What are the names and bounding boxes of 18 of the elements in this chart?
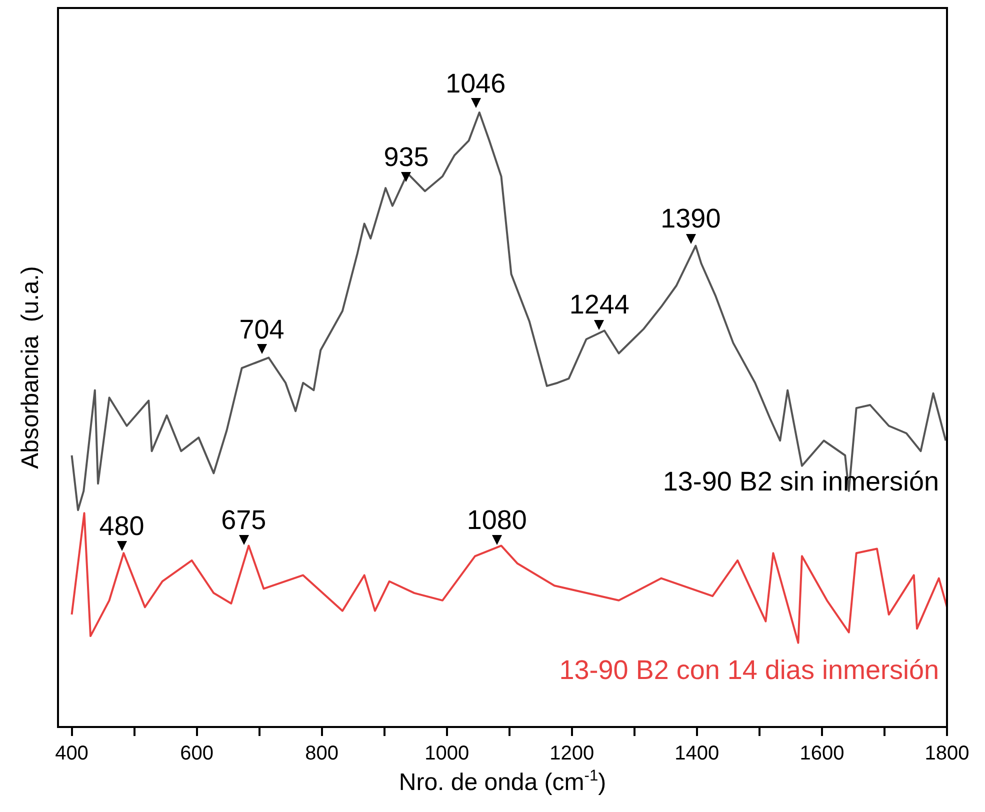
y-axis-title: Absorbancia (u.a.) [17,266,44,469]
annotation: 675 [221,504,266,535]
x-tick-label: 1000 [424,742,470,765]
x-tick-label: 1400 [674,742,720,765]
x-tick-label: 400 [55,742,88,765]
annotation: 1244 [569,290,630,320]
annotation: 1046 [446,68,506,98]
series-label: 13-90 B2 con 14 dias inmersión [559,655,939,686]
x-tick-label: 800 [305,742,339,765]
x-tick-label: 1600 [800,742,844,765]
annotation: 480 [99,510,144,541]
annotation: 1390 [660,204,721,234]
annotation: 1080 [466,504,527,535]
x-tick-label: 1200 [550,742,594,765]
x-tick-label: 1800 [924,742,970,765]
annotation: 935 [384,142,429,172]
annotation: 704 [239,314,284,344]
x-tick-label: 600 [180,742,214,765]
